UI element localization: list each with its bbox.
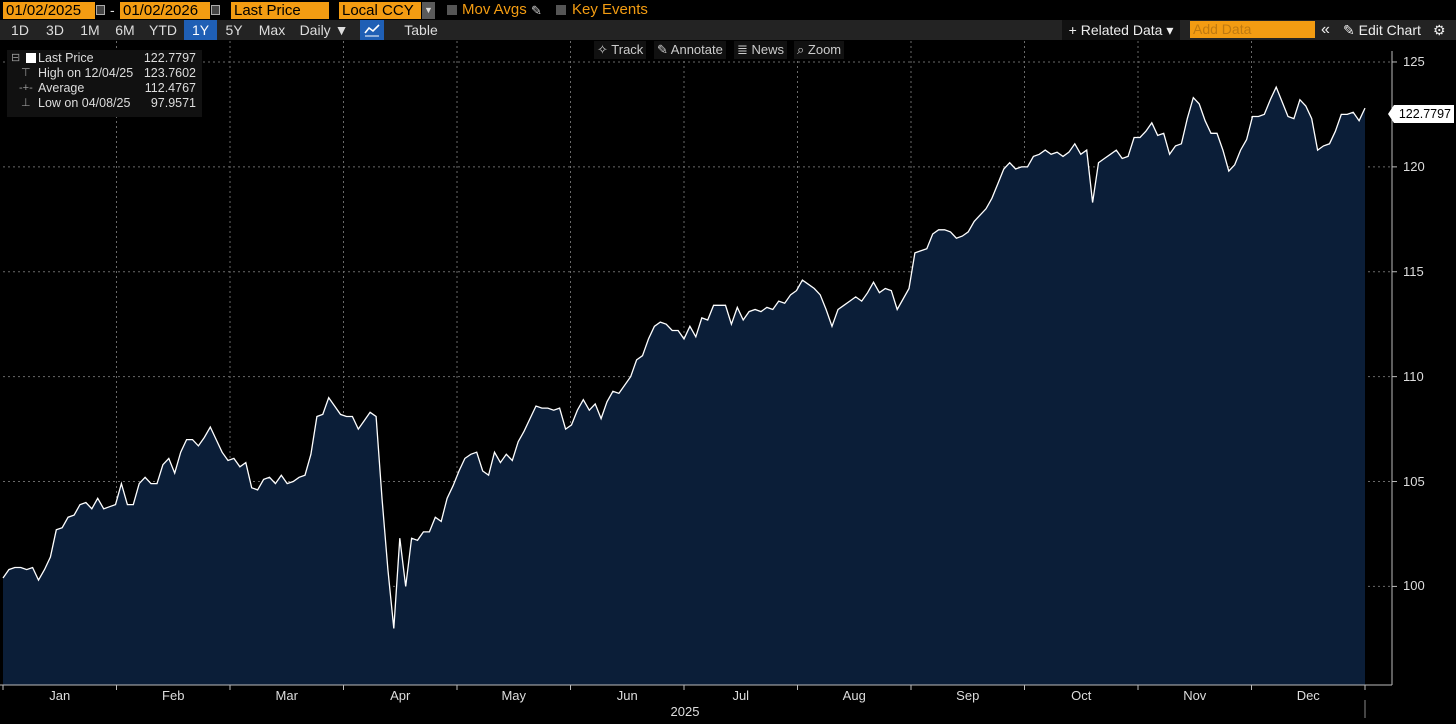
start-date-field[interactable]: 01/02/2025 — [3, 2, 95, 19]
period-6m-button[interactable]: 6M — [115, 22, 135, 38]
legend-average-value: 112.4767 — [144, 81, 196, 95]
period-1y-button[interactable]: 1Y — [184, 20, 217, 40]
zoom-button[interactable]: ⌕ Zoom — [794, 41, 845, 59]
x-axis-year-label: 2025 — [670, 704, 700, 719]
y-tick-label: 120 — [1403, 158, 1425, 174]
currency-dropdown-icon[interactable]: ▼ — [422, 2, 435, 19]
frequency-selector[interactable]: Daily ▼ — [299, 22, 349, 38]
x-tick-label: Jul — [732, 688, 750, 703]
y-tick-label: 100 — [1403, 578, 1425, 594]
mov-avgs-edit-icon[interactable]: ✎ — [531, 3, 542, 18]
last-value-arrow — [1388, 105, 1394, 123]
currency-selector[interactable]: Local CCY — [339, 2, 421, 19]
period-ytd-button[interactable]: YTD — [149, 22, 177, 38]
end-calendar-icon[interactable] — [211, 5, 220, 15]
annotate-button[interactable]: ✎ Annotate — [654, 41, 726, 59]
annotate-icon: ✎ — [657, 42, 671, 57]
last-value-tag: 122.7797 — [1394, 105, 1454, 123]
key-events-checkbox[interactable] — [556, 5, 566, 15]
legend-last-price-value: 122.7797 — [143, 51, 196, 65]
legend-collapse-icon[interactable]: ⊟ — [11, 52, 21, 64]
last-price-swatch — [26, 53, 36, 63]
x-tick-label: Sep — [956, 688, 980, 703]
related-data-button[interactable]: + Related Data ▾ — [1062, 20, 1180, 40]
period-max-button[interactable]: Max — [258, 22, 286, 38]
high-marker-icon: ⊤ — [21, 67, 31, 79]
edit-chart-button[interactable]: ✎ Edit Chart — [1343, 20, 1421, 40]
settings-gear-icon[interactable]: ⚙ — [1433, 22, 1446, 38]
track-icon: ✧ — [597, 42, 612, 57]
y-tick-label: 105 — [1403, 473, 1425, 489]
track-label: Track — [611, 42, 644, 57]
end-date-field[interactable]: 01/02/2026 — [120, 2, 210, 19]
news-label: News — [751, 42, 785, 57]
x-tick-label: Apr — [390, 688, 411, 703]
start-calendar-icon[interactable] — [96, 5, 105, 15]
legend-high-label: High on 12/04/25 — [38, 66, 134, 80]
period-3d-button[interactable]: 3D — [46, 22, 64, 38]
date-separator: - — [110, 2, 115, 18]
zoom-icon: ⌕ — [797, 42, 808, 57]
y-tick-label: 125 — [1403, 53, 1425, 69]
x-tick-label: Feb — [162, 688, 185, 703]
legend-low-label: Low on 04/08/25 — [38, 96, 131, 110]
zoom-label: Zoom — [807, 42, 842, 57]
y-tick-label: 115 — [1403, 263, 1424, 279]
field-selector[interactable]: Last Price — [231, 2, 329, 19]
key-events-label[interactable]: Key Events — [572, 1, 648, 18]
x-tick-label: Aug — [842, 688, 866, 703]
legend-low-value: 97.9571 — [150, 96, 196, 110]
legend-last-price-label: Last Price — [38, 51, 94, 65]
edit-chart-label: Edit Chart — [1358, 22, 1421, 38]
x-tick-label: May — [501, 688, 527, 703]
news-icon: ≣ — [737, 42, 752, 57]
annotate-label: Annotate — [670, 42, 723, 57]
news-button[interactable]: ≣ News — [734, 41, 788, 59]
legend-last-price[interactable]: ⊟ Last Price 122.7797 — [7, 51, 202, 66]
legend-low: ⊥ Low on 04/08/25 97.9571 — [7, 96, 202, 111]
low-marker-icon: ⊥ — [21, 97, 31, 109]
track-button[interactable]: ✧ Track — [594, 41, 647, 59]
legend-high: ⊤ High on 12/04/25 123.7602 — [7, 66, 202, 81]
chart-axes — [0, 51, 1397, 718]
legend-average-label: Average — [38, 81, 85, 95]
x-tick-label: Nov — [1183, 688, 1207, 703]
legend-high-value: 123.7602 — [143, 66, 196, 80]
x-tick-label: Jun — [616, 688, 638, 703]
period-1m-button[interactable]: 1M — [80, 22, 100, 38]
price-line — [2, 85, 1366, 629]
mov-avgs-label[interactable]: Mov Avgs — [462, 1, 527, 18]
period-1d-button[interactable]: 1D — [11, 22, 29, 38]
x-tick-label: Jan — [49, 688, 71, 703]
y-tick-label: 110 — [1403, 368, 1424, 384]
collapse-icon[interactable]: « — [1321, 21, 1330, 38]
x-tick-label: Mar — [275, 688, 298, 703]
add-data-input[interactable]: Add Data — [1190, 21, 1315, 38]
edit-pencil-icon: ✎ — [1343, 22, 1359, 38]
x-tick-label: Dec — [1296, 688, 1320, 703]
period-5y-button[interactable]: 5Y — [225, 22, 243, 38]
line-chart-icon[interactable] — [360, 20, 384, 40]
table-button[interactable]: Table — [404, 22, 438, 38]
average-marker-icon: -+- — [19, 82, 33, 94]
x-tick-label: Oct — [1071, 688, 1092, 703]
price-area-fill — [3, 87, 1365, 686]
mov-avgs-checkbox[interactable] — [447, 5, 457, 15]
legend-panel: ⊟ Last Price 122.7797 ⊤ High on 12/04/25… — [7, 50, 202, 117]
legend-average: -+- Average 112.4767 — [7, 81, 202, 96]
